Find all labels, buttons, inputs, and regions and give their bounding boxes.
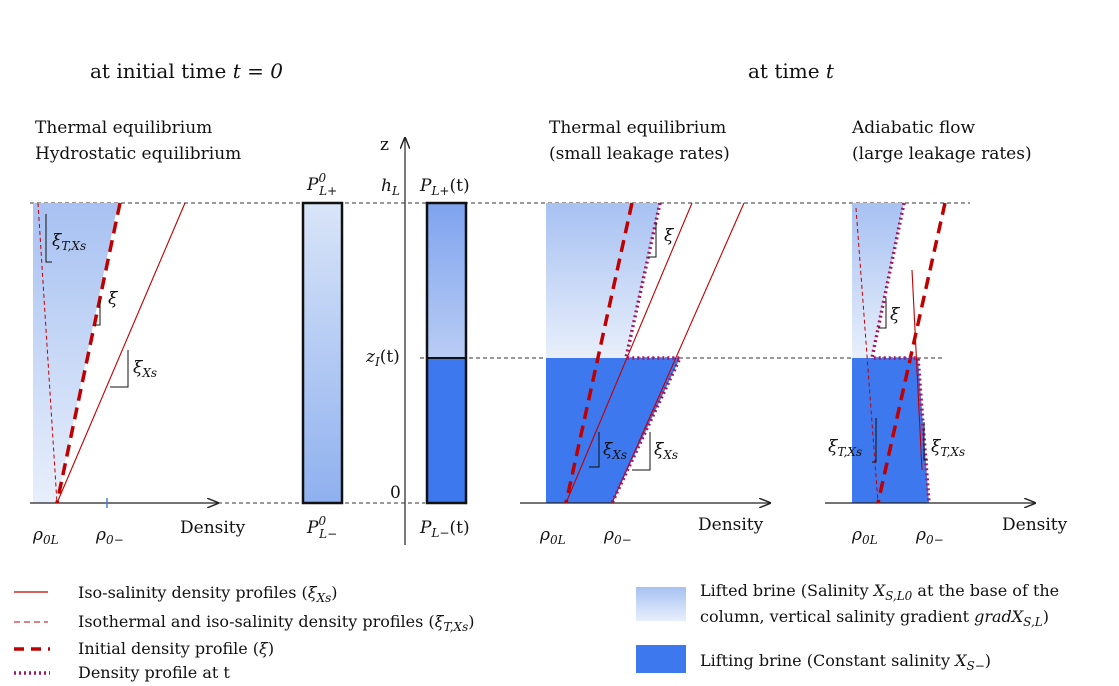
initial-profile-left: [55, 202, 122, 504]
iso-salinity-profile-mid-upper: [565, 202, 693, 504]
iso-salinity-profile-mid-lower: [611, 202, 745, 504]
slope-bracket-xi-xs-left: [110, 350, 129, 388]
h-L-label: hL: [381, 176, 400, 198]
isothermal-profile-right: [855, 207, 879, 504]
legend-lifting-text: Lifting brine (Constant salinity XS−): [700, 651, 991, 673]
initial-profile-right: [876, 202, 947, 504]
legend-lifted-swatch: [636, 587, 686, 621]
lifted-brine-region-right: [852, 203, 904, 358]
legend-profile-t-text: Density profile at t: [78, 663, 230, 682]
lifting-brine-region-mid: [546, 358, 680, 503]
legend-lifted-text-1: Lifted brine (Salinity XS,L0 at the base…: [700, 581, 1059, 603]
slope-bracket-xi-left: [95, 300, 101, 326]
left-panel-title-1: Thermal equilibrium: [35, 118, 212, 138]
lifted-brine-region-mid: [546, 203, 660, 358]
z-I-label: zI(t): [365, 347, 400, 369]
lifted-brine-region-left: [33, 203, 118, 503]
rho-0minus-label-mid: ρ0−: [603, 525, 632, 547]
legend-initial-text: Initial density profile (ξ): [78, 639, 274, 658]
iso-salinity-profile-left: [56, 202, 186, 504]
column-t-lifting: [427, 358, 466, 503]
column-initial: P0 L+ P0 L−: [301, 171, 344, 541]
slope-bracket-xi-xs-mid-1: [589, 432, 600, 468]
column-initial-rect: [301, 201, 344, 505]
pt-plus-label: PL+(t): [419, 176, 470, 198]
right-panel-title-2: (large leakage rates): [852, 144, 1032, 164]
xi-txs-label-right-1: ξT,Xs: [828, 437, 862, 459]
density-axis-label-left: Density: [180, 518, 246, 538]
heading-at-time-t: at time t: [748, 59, 835, 83]
column-time-t: PL+(t) PL−(t): [419, 176, 470, 540]
p0-plus-label: P0 L+: [306, 171, 337, 198]
xi-txs-label-left: ξT,Xs: [52, 231, 86, 253]
column-t-outline: [425, 201, 468, 505]
slope-bracket-xi-mid: [648, 222, 657, 258]
iso-salinity-profile-right: [911, 269, 923, 471]
density-axis-label-right: Density: [1002, 515, 1068, 535]
initial-profile-mid: [564, 202, 634, 504]
isothermal-profile-left: [37, 202, 58, 504]
rho-0minus-label-right: ρ0−: [915, 525, 944, 547]
xi-label-right: ξ: [890, 305, 901, 325]
legend-isothermal-text: Isothermal and iso-salinity density prof…: [78, 612, 474, 634]
left-panel: ξT,Xs ξ ξXs ρ0L ρ0− Density: [30, 202, 246, 547]
xi-xs-label-mid-2: ξXs: [654, 440, 678, 462]
lifting-brine-region-right: [852, 358, 929, 503]
heading-initial-time: at initial time t = 0: [90, 59, 283, 83]
profile-at-t-mid: [610, 202, 683, 504]
right-panel-title-1: Adiabatic flow: [851, 118, 976, 138]
legend-iso-salinity-text: Iso-salinity density profiles (ξXs): [78, 583, 338, 605]
column-t-lifted: [427, 203, 466, 358]
xi-label-mid: ξ: [664, 226, 675, 246]
rho-0minus-label-left: ρ0−: [95, 525, 124, 547]
legend: Iso-salinity density profiles (ξXs) Isot…: [14, 581, 1059, 682]
left-panel-title-2: Hydrostatic equilibrium: [35, 144, 241, 164]
p0-minus-label: P0 L−: [306, 514, 337, 541]
middle-panel: ξ ξXs ξXs ρ0L ρ0− Density: [520, 202, 770, 547]
legend-lifting-swatch: [636, 645, 686, 673]
z-axis-label: z: [380, 135, 389, 155]
legend-lifted-text-2: column, vertical salinity gradient gradX…: [700, 607, 1049, 629]
rho-0L-label-left: ρ0L: [32, 525, 59, 547]
slope-bracket-xi-xs-mid-2: [632, 432, 651, 471]
xi-txs-label-right-2: ξT,Xs: [931, 437, 965, 459]
xi-xs-label-mid-1: ξXs: [603, 440, 627, 462]
zero-label: 0: [390, 483, 401, 503]
density-axis-label-mid: Density: [698, 515, 764, 535]
xi-label-left: ξ: [108, 289, 119, 309]
right-panel: ξ ξT,Xs ξT,Xs ρ0L ρ0− Density: [825, 202, 1068, 547]
pt-minus-label: PL−(t): [419, 518, 470, 540]
slope-bracket-xi-txs-right-2: [923, 422, 928, 461]
slope-bracket-xi-txs-left: [45, 214, 52, 263]
slope-bracket-xi-txs-right-1: [872, 418, 877, 463]
rho-0L-label-mid: ρ0L: [539, 525, 566, 547]
slope-bracket-xi-right: [878, 298, 887, 329]
xi-xs-label-left: ξXs: [133, 358, 157, 380]
mid-panel-title-2: (small leakage rates): [549, 144, 730, 164]
mid-panel-title-1: Thermal equilibrium: [549, 118, 726, 138]
rho-0L-label-right: ρ0L: [851, 525, 878, 547]
z-axis: z hL zI(t) 0: [365, 135, 405, 545]
